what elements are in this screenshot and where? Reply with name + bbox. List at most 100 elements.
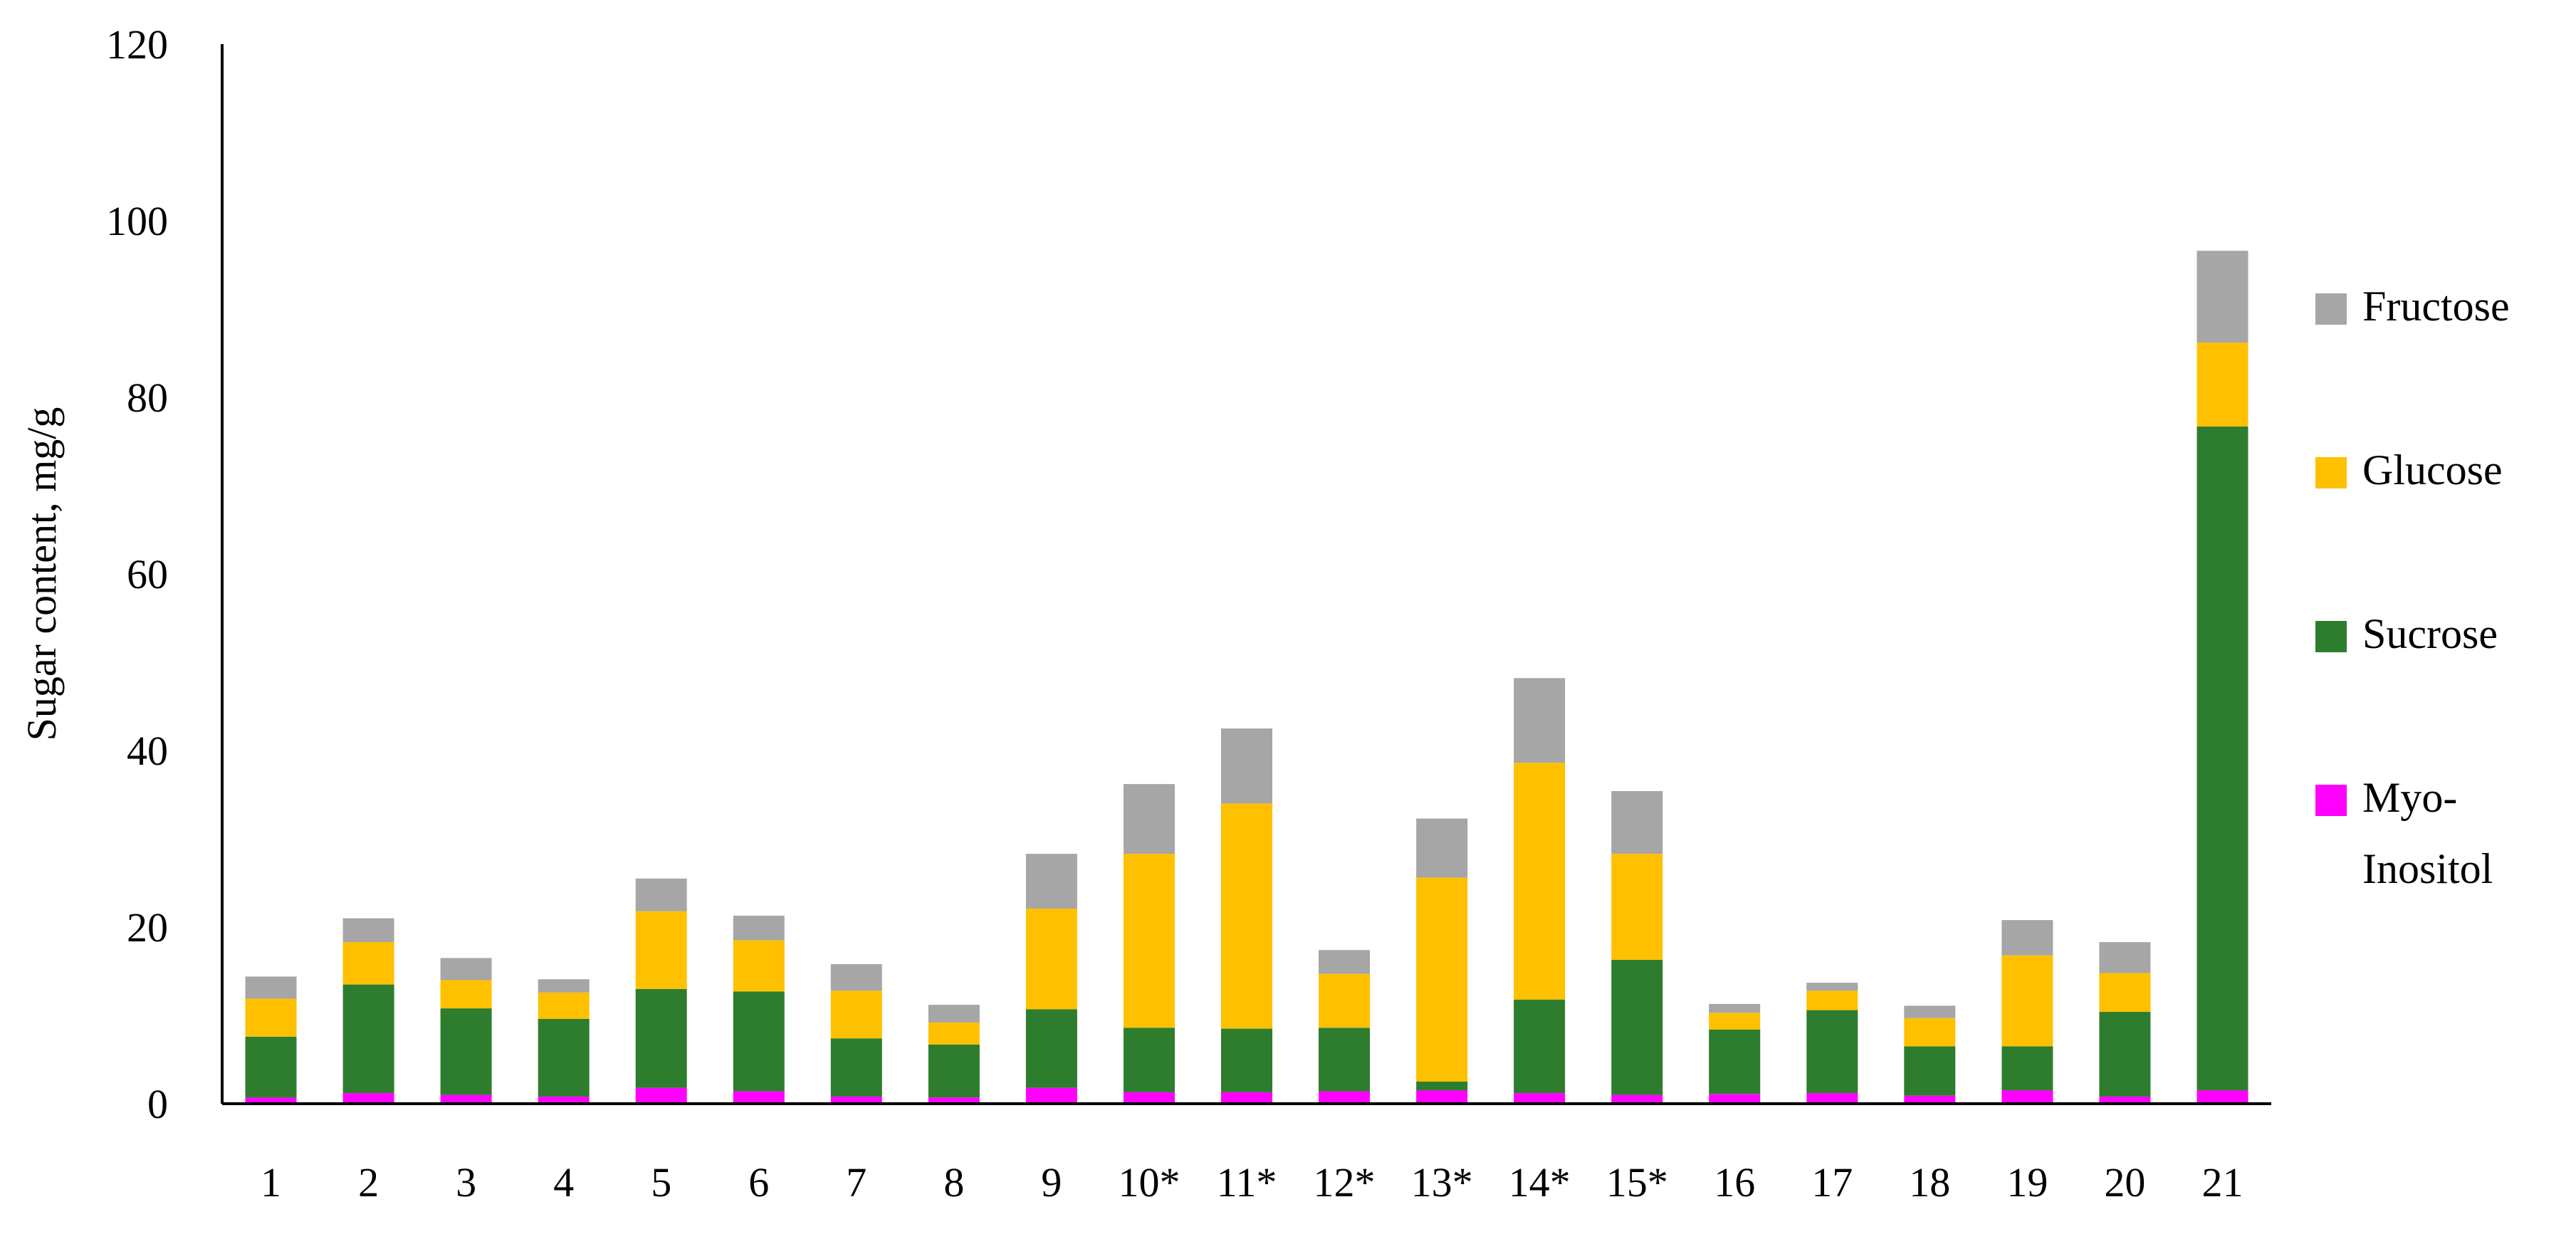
bar-segment-sucrose-17 [1806,1010,1858,1094]
bar-segment-myo-inositol-13-star [1416,1090,1468,1104]
bar-segment-myo-inositol-15-star [1611,1094,1663,1104]
y-tick-label: 40 [127,728,168,774]
bar-segment-myo-inositol-5 [635,1087,687,1104]
legend-swatch-fructose [2315,293,2347,325]
x-tick-label: 3 [456,1159,476,1206]
axes-layer: 0 20 40 60 80 100 120 1 2 3 4 5 6 7 8 9 10* 11* 12* 13* 14* 1… [19,21,2271,1206]
bar-segment-sucrose-1 [245,1036,297,1098]
bar-segment-glucose-8 [928,1022,980,1045]
x-tick-label: 7 [846,1159,866,1206]
y-tick-label: 0 [147,1081,168,1127]
x-tick-label: 15* [1606,1159,1668,1206]
bar-segment-fructose-13-star [1416,818,1468,878]
x-tick-label: 17 [1811,1159,1853,1206]
legend-swatch-myo-inositol [2315,785,2347,816]
bar-segment-glucose-17 [1806,990,1858,1010]
bar-segment-glucose-4 [538,992,590,1019]
y-tick-label: 80 [127,375,168,421]
x-tick-label: 11* [1217,1159,1277,1206]
bar-segment-fructose-14-star [1514,678,1566,763]
x-tick-label: 4 [553,1159,574,1206]
bar-segment-sucrose-7 [830,1038,882,1097]
legend-label-fructose: Fructose [2362,283,2510,330]
legend-label-sucrose: Sucrose [2362,610,2498,657]
x-tick-label: 1 [261,1159,281,1206]
bar-segment-glucose-5 [635,911,687,989]
x-tick-label: 20 [2104,1159,2145,1206]
x-tick-label: 14* [1509,1159,1571,1206]
bar-segment-myo-inositol-6 [733,1091,785,1104]
x-tick-label: 5 [651,1159,671,1206]
x-tick-label: 10* [1119,1159,1180,1206]
bar-segment-sucrose-15-star [1611,959,1663,1095]
bar-segment-fructose-10-star [1124,784,1175,854]
bar-segment-sucrose-8 [928,1044,980,1098]
bar-segment-glucose-6 [733,940,785,992]
bar-segment-glucose-10-star [1124,854,1175,1028]
bar-segment-fructose-21 [2197,251,2248,343]
y-axis-label: Sugar content, mg/g [19,407,65,741]
bar-segment-glucose-15-star [1611,854,1663,960]
bar-segment-fructose-19 [2001,920,2053,956]
bar-segment-myo-inositol-20 [2099,1097,2151,1104]
bar-segment-glucose-7 [830,990,882,1039]
bar-segment-myo-inositol-14-star [1514,1093,1566,1104]
x-tick-label: 8 [943,1159,964,1206]
bar-segment-myo-inositol-12-star [1319,1091,1370,1104]
bar-segment-fructose-1 [245,976,297,999]
x-tick-label: 9 [1041,1159,1062,1206]
bar-segment-glucose-13-star [1416,877,1468,1082]
bars-layer [245,251,2248,1104]
bar-segment-sucrose-11-star [1221,1028,1272,1092]
bar-segment-sucrose-19 [2001,1046,2053,1091]
bar-segment-myo-inositol-17 [1806,1093,1858,1104]
x-tick-label: 21 [2202,1159,2243,1206]
bar-segment-myo-inositol-9 [1025,1087,1077,1104]
bar-segment-glucose-12-star [1319,973,1370,1028]
bar-segment-glucose-11-star [1221,803,1272,1029]
legend-label-glucose: Glucose [2362,446,2503,493]
bar-segment-glucose-2 [342,942,394,985]
bar-segment-myo-inositol-2 [342,1093,394,1104]
bar-segment-fructose-9 [1025,854,1077,909]
bar-segment-sucrose-20 [2099,1012,2151,1097]
y-tick-label: 100 [106,198,168,244]
bar-segment-fructose-18 [1904,1005,1956,1018]
y-tick-label: 20 [127,904,168,951]
bar-segment-glucose-19 [2001,955,2053,1047]
bar-segment-glucose-21 [2197,343,2248,427]
bar-segment-myo-inositol-1 [245,1097,297,1104]
bar-segment-sucrose-2 [342,984,394,1094]
bar-segment-myo-inositol-4 [538,1097,590,1104]
bar-segment-sucrose-9 [1025,1009,1077,1088]
bar-segment-sucrose-4 [538,1019,590,1097]
bar-segment-myo-inositol-10-star [1124,1092,1175,1104]
bar-segment-fructose-8 [928,1005,980,1023]
bar-segment-sucrose-21 [2197,426,2248,1091]
y-tick-label: 60 [127,551,168,597]
x-tick-label: 19 [2006,1159,2048,1206]
bar-segment-sucrose-16 [1709,1029,1761,1094]
legend-swatch-glucose [2315,457,2347,488]
legend-swatch-sucrose [2315,621,2347,652]
x-tick-label: 2 [358,1159,379,1206]
bar-segment-myo-inositol-21 [2197,1090,2248,1104]
bar-segment-fructose-16 [1709,1003,1761,1013]
x-tick-label: 18 [1909,1159,1950,1206]
bar-segment-fructose-12-star [1319,950,1370,974]
bar-segment-fructose-20 [2099,942,2151,973]
bar-segment-fructose-7 [830,964,882,991]
bar-segment-fructose-15-star [1611,791,1663,854]
bar-segment-myo-inositol-19 [2001,1090,2053,1104]
x-tick-label: 16 [1714,1159,1755,1206]
bar-segment-sucrose-6 [733,991,785,1092]
bar-segment-myo-inositol-8 [928,1097,980,1104]
legend-label-myo-inositol: Myo- [2362,774,2457,821]
bar-segment-fructose-3 [440,958,492,981]
bar-segment-myo-inositol-16 [1709,1094,1761,1104]
legend-label-myo-inositol: Inositol [2362,845,2493,892]
bar-segment-myo-inositol-18 [1904,1095,1956,1104]
bar-segment-glucose-9 [1025,909,1077,1010]
